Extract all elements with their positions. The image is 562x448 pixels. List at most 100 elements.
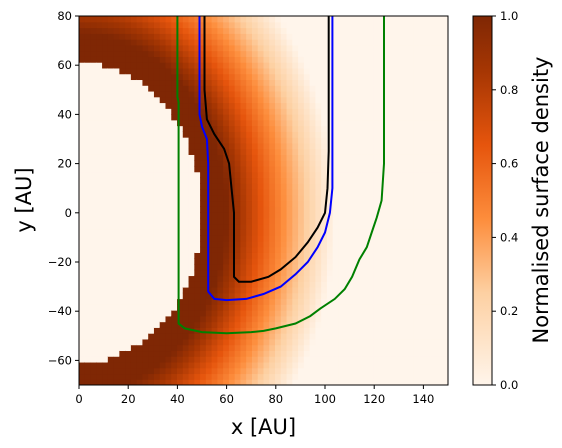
heatmap-cell <box>257 114 265 121</box>
heatmap-cell <box>407 148 415 155</box>
heatmap-cell <box>298 217 305 225</box>
heatmap-cell <box>79 142 86 150</box>
heatmap-cell <box>321 333 328 340</box>
heatmap-cell <box>130 21 138 29</box>
heatmap-cell <box>153 102 161 109</box>
heatmap-cell <box>165 90 172 98</box>
heatmap-cell <box>286 292 293 300</box>
heatmap-cell <box>396 148 403 155</box>
heatmap-cell <box>275 229 282 236</box>
heatmap-cell <box>79 344 86 352</box>
heatmap-cell <box>332 165 340 173</box>
heatmap-cell <box>165 125 172 132</box>
heatmap-cell <box>113 108 120 115</box>
heatmap-cell <box>424 85 432 92</box>
heatmap-cell <box>257 131 265 138</box>
heatmap-cell <box>240 90 247 98</box>
heatmap-cell <box>349 240 357 248</box>
heatmap-cell <box>413 229 420 236</box>
heatmap-cell <box>223 200 230 207</box>
heatmap-cell <box>292 223 299 230</box>
heatmap-cell <box>396 361 403 369</box>
heatmap-cell <box>321 108 328 115</box>
heatmap-cell <box>309 240 316 248</box>
heatmap-cell <box>159 350 167 357</box>
heatmap-cell <box>292 338 299 346</box>
heatmap-cell <box>251 44 259 52</box>
heatmap-cell <box>102 194 109 202</box>
heatmap-cell <box>142 67 149 75</box>
heatmap-cell <box>200 102 207 109</box>
heatmap-cell <box>96 142 103 150</box>
heatmap-cell <box>84 350 92 357</box>
heatmap-cell <box>246 171 253 179</box>
heatmap-cell <box>84 206 92 213</box>
heatmap-cell <box>200 223 207 230</box>
heatmap-cell <box>275 188 282 196</box>
heatmap-cell <box>136 356 144 363</box>
colorbar <box>472 15 493 386</box>
heatmap-cell <box>119 379 126 385</box>
heatmap-cell <box>84 246 92 253</box>
heatmap-cell <box>315 102 322 109</box>
heatmap-cell <box>424 183 432 190</box>
heatmap-cell <box>373 240 380 248</box>
heatmap-cell <box>177 108 184 115</box>
heatmap-cell <box>148 252 155 259</box>
heatmap-cell <box>321 21 328 29</box>
heatmap-cell <box>159 177 167 184</box>
heatmap-cell <box>119 33 126 40</box>
heatmap-cell <box>442 165 448 173</box>
heatmap-cell <box>263 119 270 127</box>
heatmap-cell <box>263 62 270 69</box>
heatmap-cell <box>102 373 109 380</box>
heatmap-cell <box>107 217 115 225</box>
heatmap-cell <box>298 194 305 202</box>
heatmap-cell <box>177 142 184 150</box>
heatmap-cell <box>90 39 97 46</box>
heatmap-cell <box>413 165 420 173</box>
heatmap-cell <box>373 310 380 317</box>
heatmap-cell <box>148 292 155 300</box>
heatmap-cell <box>159 356 167 363</box>
heatmap-cell <box>102 85 109 92</box>
heatmap-cell <box>413 252 420 259</box>
heatmap-cell <box>384 344 391 352</box>
heatmap-cell <box>125 200 132 207</box>
heatmap-cell <box>286 252 293 259</box>
heatmap-cell <box>326 281 334 288</box>
heatmap-cell <box>373 304 380 311</box>
heatmap-cell <box>361 269 368 277</box>
heatmap-cell <box>200 333 207 340</box>
heatmap-cell <box>211 90 218 98</box>
heatmap-cell <box>367 373 374 380</box>
heatmap-cell <box>211 200 218 207</box>
heatmap-cell <box>148 102 155 109</box>
heatmap-cell <box>275 102 282 109</box>
heatmap-cell <box>303 356 311 363</box>
heatmap-cell <box>257 56 265 63</box>
heatmap-cell <box>424 379 432 385</box>
heatmap-cell <box>344 119 351 127</box>
heatmap-cell <box>263 252 270 259</box>
heatmap-cell <box>177 154 184 161</box>
heatmap-cell <box>159 361 167 369</box>
heatmap-cell <box>217 21 224 29</box>
heatmap-cell <box>194 304 201 311</box>
heatmap-cell <box>326 85 334 92</box>
heatmap-cell <box>171 333 178 340</box>
heatmap-cell <box>234 90 242 98</box>
heatmap-cell <box>332 200 340 207</box>
heatmap-cell <box>349 367 357 375</box>
heatmap-cell <box>396 304 403 311</box>
heatmap-cell <box>407 142 415 150</box>
heatmap-cell <box>269 27 276 34</box>
heatmap-cell <box>153 50 161 57</box>
heatmap-cell <box>125 27 132 34</box>
heatmap-cell <box>153 73 161 81</box>
heatmap-cell <box>269 350 276 357</box>
heatmap-cell <box>251 177 259 184</box>
heatmap-cell <box>113 223 120 230</box>
heatmap-cell <box>413 327 420 334</box>
heatmap-cell <box>269 344 276 352</box>
